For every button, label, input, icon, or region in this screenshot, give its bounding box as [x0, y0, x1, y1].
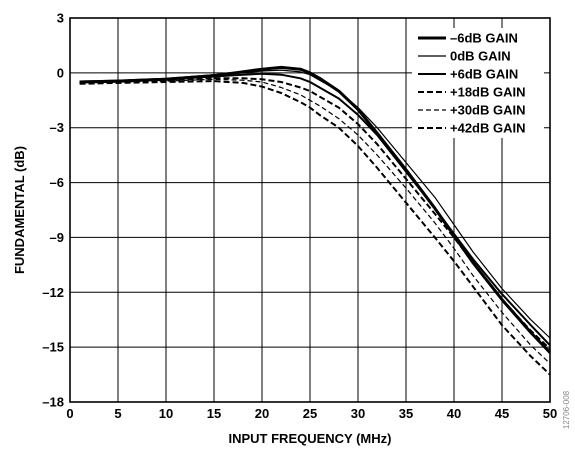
legend: –6dB GAIN 0dB GAIN +6dB GAIN +18dB GAIN +30d… — [412, 28, 544, 138]
figure-id: 12706-008 — [562, 390, 571, 429]
y-tick-label: –18 — [42, 395, 64, 410]
series-line — [79, 72, 551, 346]
legend-label: –6dB GAIN — [450, 31, 518, 46]
x-tick-label: 0 — [66, 406, 73, 421]
series-line — [79, 69, 551, 339]
legend-label: +30dB GAIN — [450, 103, 526, 118]
y-tick-label: –6 — [50, 175, 64, 190]
y-tick-labels: 3 0 –3 –6 –9 –12 –15 –18 — [42, 11, 64, 410]
y-tick-label: 3 — [57, 11, 64, 26]
x-tick-label: 45 — [495, 406, 509, 421]
x-tick-labels: 0 5 10 15 20 25 30 35 40 45 50 — [66, 406, 557, 421]
legend-label: 0dB GAIN — [450, 49, 511, 64]
legend-label: +42dB GAIN — [450, 121, 526, 136]
x-tick-label: 25 — [303, 406, 317, 421]
y-tick-label: –12 — [42, 285, 64, 300]
series-layer — [79, 65, 552, 376]
y-tick-label: –15 — [42, 340, 64, 355]
x-tick-label: 50 — [543, 406, 557, 421]
x-axis-title: INPUT FREQUENCY (MHz) — [229, 431, 392, 446]
legend-label: +18dB GAIN — [450, 85, 526, 100]
plot-frame — [69, 17, 551, 403]
series-line — [79, 80, 551, 376]
legend-background — [412, 28, 544, 138]
x-tick-label: 35 — [399, 406, 413, 421]
x-tick-label: 15 — [207, 406, 221, 421]
x-tick-label: 5 — [114, 406, 121, 421]
x-tick-label: 10 — [159, 406, 173, 421]
y-axis-title: FUNDAMENTAL (dB) — [12, 146, 27, 274]
x-tick-label: 20 — [255, 406, 269, 421]
x-tick-label: 30 — [351, 406, 365, 421]
y-tick-label: –9 — [50, 230, 64, 245]
x-tick-label: 40 — [447, 406, 461, 421]
y-tick-label: –3 — [50, 120, 64, 135]
y-tick-label: 0 — [57, 65, 64, 80]
series-line — [79, 78, 551, 365]
series-line — [79, 77, 551, 350]
legend-label: +6dB GAIN — [450, 67, 518, 82]
